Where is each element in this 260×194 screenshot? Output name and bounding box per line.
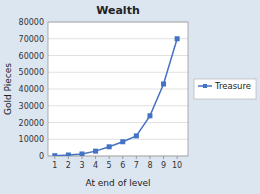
point [147,113,152,118]
y-tick-label: 80000 [19,18,44,27]
chart: 0 10000 20000 30000 40000 50000 60000 70000 8000… [0,0,260,194]
x-tick [109,156,110,159]
point [66,152,71,156]
y-tick-label: 20000 [19,119,44,128]
x-tick [177,156,178,159]
point [79,151,84,156]
point [134,133,139,138]
x-tick-label: 5 [107,161,112,170]
plot-frame [48,22,188,156]
grid-line [48,38,188,39]
point [175,36,180,41]
point [120,139,125,144]
point [93,149,98,154]
title: Wealth [96,4,139,17]
x-tick-label: 6 [120,161,125,170]
grid-line [48,55,188,56]
x-tick [54,156,55,159]
point [52,153,57,156]
grid-line [48,105,188,106]
grid-line [48,122,188,123]
x-tick-label: 2 [66,161,71,170]
x-tick-label: 10 [172,161,182,170]
y-tick-label: 50000 [19,68,44,77]
x-axis-label: At end of level [85,178,150,188]
grid-line [48,139,188,140]
x-tick [163,156,164,159]
y-tick-label: 70000 [19,35,44,44]
legend-box [194,79,256,99]
legend-label: Treasure [214,81,251,91]
x-tick-label: 8 [147,161,152,170]
x-tick [81,156,82,159]
y-tick-label: 30000 [19,102,44,111]
y-tick-label: 60000 [19,52,44,61]
y-axis-label: Gold Pieces [3,63,13,115]
series-group [52,36,179,156]
x-tick [149,156,150,159]
x-tick [136,156,137,159]
point [161,81,166,86]
plot-area [48,22,188,156]
y-tick-label: 40000 [19,85,44,94]
x-tick-label: 7 [134,161,139,170]
y-tick-label: 10000 [19,135,44,144]
y-tick-label: 0 [39,152,44,161]
x-tick-label: 4 [93,161,98,170]
x-tick-label: 9 [161,161,166,170]
x-tick [122,156,123,159]
grid-line [48,89,188,90]
legend-marker [203,84,207,88]
x-tick [68,156,69,159]
legend: Treasure [194,79,256,99]
series-line [55,39,177,156]
x-tick-label: 3 [79,161,84,170]
x-tick [95,156,96,159]
x-tick-label: 1 [52,161,57,170]
point [107,144,112,149]
